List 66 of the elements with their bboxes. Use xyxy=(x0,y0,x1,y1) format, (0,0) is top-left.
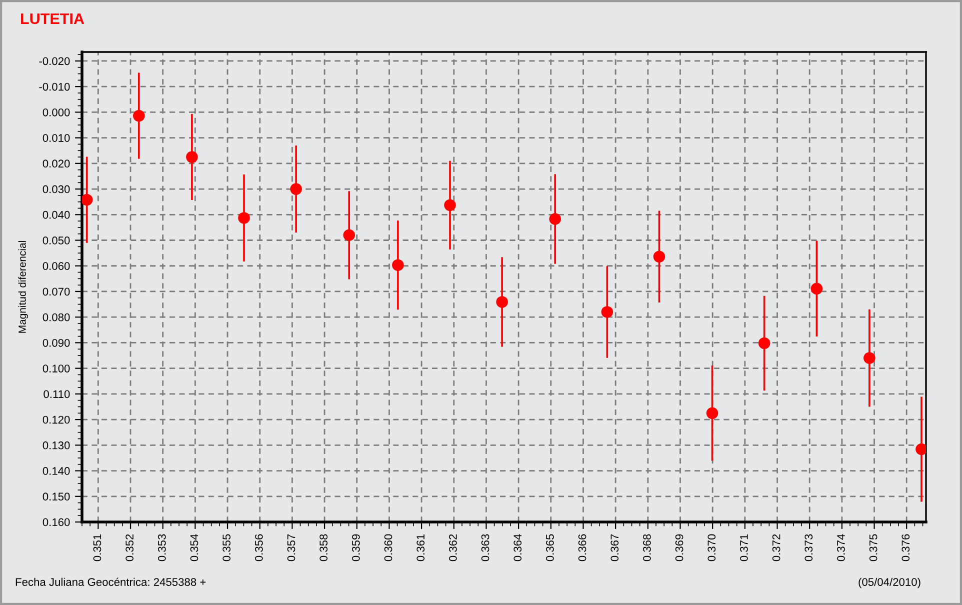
x-tick-label: 0.356 xyxy=(254,534,263,562)
y-tick-label: 0.050 xyxy=(42,236,70,244)
point xyxy=(916,443,926,456)
point xyxy=(290,183,302,195)
x-tick-label: 0.369 xyxy=(675,534,684,562)
x-tick-label: 0.357 xyxy=(287,534,296,562)
y-tick-label: 0.110 xyxy=(44,390,70,398)
x-tick-label: 0.371 xyxy=(740,534,748,562)
point xyxy=(758,337,770,350)
point xyxy=(706,407,718,420)
point xyxy=(444,199,456,212)
x-tick-label: 0.375 xyxy=(869,534,878,562)
x-tick-label: 0.354 xyxy=(190,534,198,562)
y-tick-label: 0.080 xyxy=(42,313,70,322)
x-tick-label: 0.359 xyxy=(352,534,360,562)
x-tick-label: 0.366 xyxy=(578,534,586,562)
y-tick-label: 0.160 xyxy=(42,518,70,526)
x-tick-label: 0.376 xyxy=(902,534,910,562)
text: (05/04/2010) xyxy=(858,578,920,588)
y-tick-label: 0.000 xyxy=(42,108,70,116)
y-tick-label: 0.150 xyxy=(42,492,70,501)
x-tick-label: 0.352 xyxy=(126,534,134,562)
y-tick-label: 0.100 xyxy=(42,364,70,372)
x-tick-label: 0.351 xyxy=(93,534,102,562)
point xyxy=(82,194,93,206)
x-tick-label: 0.365 xyxy=(546,534,554,562)
x-tick-label: 0.361 xyxy=(416,534,425,562)
x-tick-label: 0.372 xyxy=(772,534,780,562)
y-tick-label: -0.020 xyxy=(39,57,70,66)
y-tick-label: 0.120 xyxy=(42,416,70,424)
y-tick-label: 0.030 xyxy=(42,185,70,194)
chart-title: LUTETIA xyxy=(21,13,84,24)
x-tick-label: 0.362 xyxy=(448,534,457,562)
x-tick-label: 0.370 xyxy=(708,534,716,562)
x-tick-label: 0.363 xyxy=(481,534,490,562)
point xyxy=(653,250,666,263)
point xyxy=(186,151,198,163)
y-tick-label: 0.020 xyxy=(42,160,70,168)
y-tick-label: 0.040 xyxy=(42,210,70,219)
x-tick-label: 0.374 xyxy=(837,534,845,562)
x-tick-label: 0.373 xyxy=(804,534,813,562)
x-tick-label: 0.355 xyxy=(222,534,230,562)
point xyxy=(238,212,250,224)
point xyxy=(343,229,356,242)
y-tick-label: -0.010 xyxy=(39,82,70,91)
point xyxy=(601,306,614,318)
y-tick-label: 0.140 xyxy=(42,467,70,475)
y-tick-label: 0.060 xyxy=(42,262,70,270)
y-tick-label: 0.090 xyxy=(42,338,70,347)
point xyxy=(496,296,508,308)
point xyxy=(133,110,145,122)
x-tick-label: 0.367 xyxy=(610,534,619,562)
x-tick-label: 0.360 xyxy=(384,534,392,562)
point xyxy=(864,352,876,364)
x-axis-title: Fecha Juliana Geocéntrica: 2455388 + xyxy=(16,578,206,586)
x-tick-label: 0.358 xyxy=(320,534,328,562)
x-tick-label: 0.368 xyxy=(643,534,651,562)
y-axis-title: Magnitud diferencial xyxy=(18,241,28,333)
y-tick-label: 0.010 xyxy=(42,134,70,142)
point xyxy=(549,213,561,225)
x-tick-label: 0.353 xyxy=(158,534,166,562)
x-tick-label: 0.364 xyxy=(514,534,522,562)
y-tick-label: 0.130 xyxy=(42,441,70,450)
y-tick-label: 0.070 xyxy=(42,288,70,296)
point xyxy=(392,259,404,272)
point xyxy=(810,282,823,295)
